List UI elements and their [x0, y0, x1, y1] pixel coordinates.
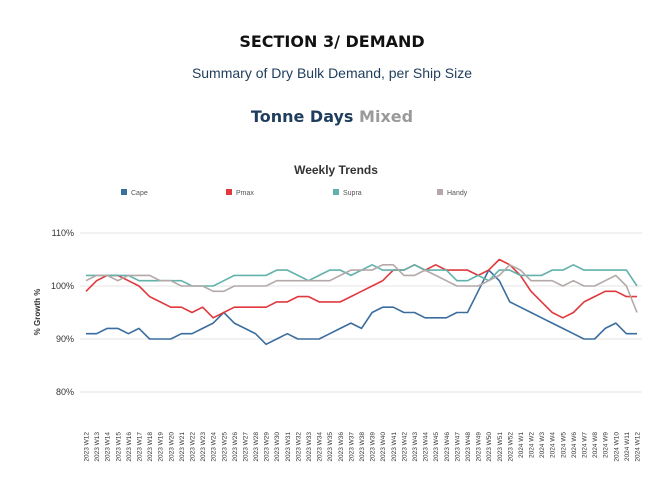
x-tick-label: 2023 W20	[168, 432, 175, 462]
x-tick-label: 2023 W38	[359, 432, 366, 462]
page-subtitle: Summary of Dry Bulk Demand, per Ship Siz…	[191, 65, 473, 81]
x-tick-label: 2023 W17	[137, 432, 144, 462]
x-tick-label: 2023 W42	[401, 432, 408, 462]
chart-grid	[80, 232, 642, 393]
series-line-cape	[86, 269, 637, 346]
x-tick-label: 2023 W31	[285, 432, 292, 462]
y-tick-label: 100%	[51, 281, 74, 291]
x-tick-label: 2024 W12	[635, 432, 642, 462]
page-heading: Tonne Days Mixed	[0, 107, 664, 126]
x-tick-label: 2023 W30	[274, 432, 281, 462]
heading-accent: Mixed	[359, 107, 414, 126]
x-tick-label: 2023 W24	[211, 432, 218, 462]
x-tick-label: 2023 W13	[94, 432, 101, 462]
legend-item-supra: Supra	[333, 189, 362, 197]
section-title: SECTION 3/ DEMAND	[239, 32, 425, 51]
chart-legend: Cape Pmax Supra Handy	[121, 189, 468, 197]
x-tick-label: 2023 W36	[338, 432, 345, 462]
x-tick-label: 2024 W5	[560, 432, 567, 458]
x-tick-label: 2024 W11	[624, 432, 631, 462]
legend-swatch	[333, 189, 339, 195]
x-tick-label: 2024 W2	[529, 432, 536, 458]
x-tick-label: 2023 W29	[264, 432, 271, 462]
x-tick-label: 2023 W49	[476, 432, 483, 462]
y-tick-label: 80%	[56, 387, 74, 397]
y-axis-label: % Growth %	[33, 289, 42, 336]
x-tick-label: 2024 W7	[582, 432, 589, 458]
x-tick-label: 2023 W23	[200, 432, 207, 462]
x-tick-label: 2023 W19	[158, 432, 165, 462]
x-tick-label: 2024 W4	[550, 432, 557, 458]
x-tick-label: 2024 W6	[571, 432, 578, 458]
x-tick-label: 2023 W33	[306, 432, 313, 462]
x-tick-label: 2023 W46	[444, 432, 451, 462]
x-tick-label: 2023 W47	[454, 432, 461, 462]
x-tick-label: 2023 W16	[126, 432, 133, 462]
x-tick-label: 2023 W21	[179, 432, 186, 462]
legend-label: Cape	[131, 190, 148, 197]
x-tick-label: 2023 W52	[507, 432, 514, 462]
legend-label: Handy	[447, 190, 468, 197]
legend-swatch	[437, 189, 443, 195]
heading-main: Tonne Days	[250, 107, 354, 126]
legend-item-cape: Cape	[121, 189, 148, 197]
legend-swatch	[121, 189, 127, 195]
x-tick-label: 2023 W43	[412, 432, 419, 462]
x-tick-label: 2023 W34	[317, 432, 324, 462]
x-tick-label: 2024 W9	[603, 432, 610, 458]
y-axis: 80% 90% 100% 110%	[51, 228, 74, 397]
y-tick-label: 90%	[56, 334, 74, 344]
x-tick-label: 2023 W44	[423, 432, 430, 462]
series-line-supra	[86, 263, 638, 287]
x-tick-label: 2023 W22	[190, 432, 197, 462]
x-tick-label: 2023 W40	[380, 432, 387, 462]
x-tick-label: 2023 W48	[465, 432, 472, 462]
y-tick-label: 110%	[52, 228, 74, 238]
x-tick-label: 2023 W51	[497, 432, 504, 462]
x-tick-label: 2023 W14	[105, 432, 112, 462]
x-tick-label: 2023 W50	[486, 432, 493, 462]
legend-item-handy: Handy	[437, 189, 468, 197]
legend-label: Pmax	[236, 190, 254, 197]
x-tick-label: 2023 W41	[391, 432, 398, 462]
x-tick-label: 2023 W27	[242, 432, 249, 462]
x-tick-label: 2023 W28	[253, 432, 260, 462]
x-tick-label: 2023 W26	[232, 432, 239, 462]
x-tick-label: 2024 W8	[592, 432, 599, 458]
legend-swatch	[226, 189, 232, 195]
series-line-pmax	[85, 258, 637, 319]
x-tick-label: 2023 W12	[84, 432, 91, 462]
x-tick-label: 2024 W10	[613, 432, 620, 462]
x-tick-label: 2023 W32	[295, 432, 302, 462]
x-axis: 2023 W12 2023 W13 2023 W14 2023 W15 2023 W16…	[84, 432, 642, 462]
x-tick-label: 2023 W45	[433, 432, 440, 462]
series-line-handy	[85, 263, 638, 313]
x-tick-label: 2023 W37	[348, 432, 355, 462]
chart-title: Weekly Trends	[294, 163, 378, 177]
x-tick-label: 2023 W25	[221, 432, 228, 462]
chart-series	[85, 258, 638, 346]
legend-item-pmax: Pmax	[226, 189, 254, 197]
x-tick-label: 2024 W1	[518, 432, 525, 458]
x-tick-label: 2023 W15	[115, 432, 122, 462]
legend-label: Supra	[343, 190, 362, 197]
x-tick-label: 2024 W3	[539, 432, 546, 458]
x-tick-label: 2023 W35	[327, 432, 334, 462]
x-tick-label: 2023 W18	[147, 432, 154, 462]
x-tick-label: 2023 W39	[370, 432, 377, 462]
